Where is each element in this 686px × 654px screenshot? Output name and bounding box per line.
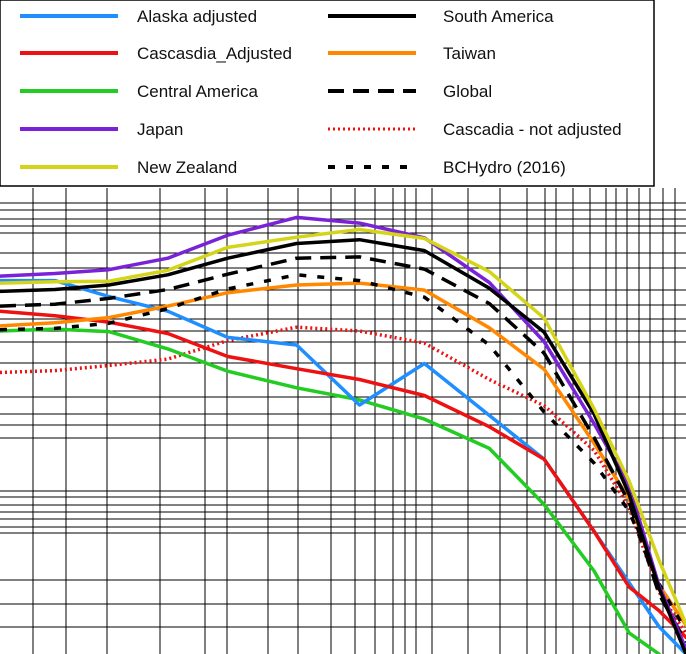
series-line-new-zealand bbox=[0, 227, 686, 626]
series-line-alaska-adjusted bbox=[0, 278, 686, 654]
legend-label-bchydro-2016: BCHydro (2016) bbox=[443, 158, 566, 177]
series-line-taiwan bbox=[0, 281, 686, 628]
legend-label-south-america: South America bbox=[443, 7, 554, 26]
legend-label-cascadia-not-adjusted: Cascadia - not adjusted bbox=[443, 120, 622, 139]
series-line-central-america bbox=[0, 327, 661, 654]
series-layer bbox=[0, 215, 686, 654]
chart-grid bbox=[0, 188, 686, 654]
series-line-japan bbox=[0, 215, 686, 651]
series-line-global bbox=[0, 255, 686, 644]
series-line-cascasdia-adjusted bbox=[0, 309, 686, 640]
legend-label-japan: Japan bbox=[137, 120, 183, 139]
legend-label-global: Global bbox=[443, 82, 492, 101]
series-line-bchydro-2016 bbox=[0, 273, 686, 632]
legend-label-alaska-adjusted: Alaska adjusted bbox=[137, 7, 257, 26]
legend-label-new-zealand: New Zealand bbox=[137, 158, 237, 177]
series-line-south-america bbox=[0, 237, 686, 654]
legend: Alaska adjusted Cascasdia_Adjusted Central… bbox=[0, 0, 655, 187]
legend-label-cascasdia-adjusted: Cascasdia_Adjusted bbox=[137, 44, 292, 63]
legend-label-taiwan: Taiwan bbox=[443, 44, 496, 63]
series-line-cascadia-not-adjusted bbox=[0, 325, 686, 635]
legend-label-central-america: Central America bbox=[137, 82, 258, 101]
